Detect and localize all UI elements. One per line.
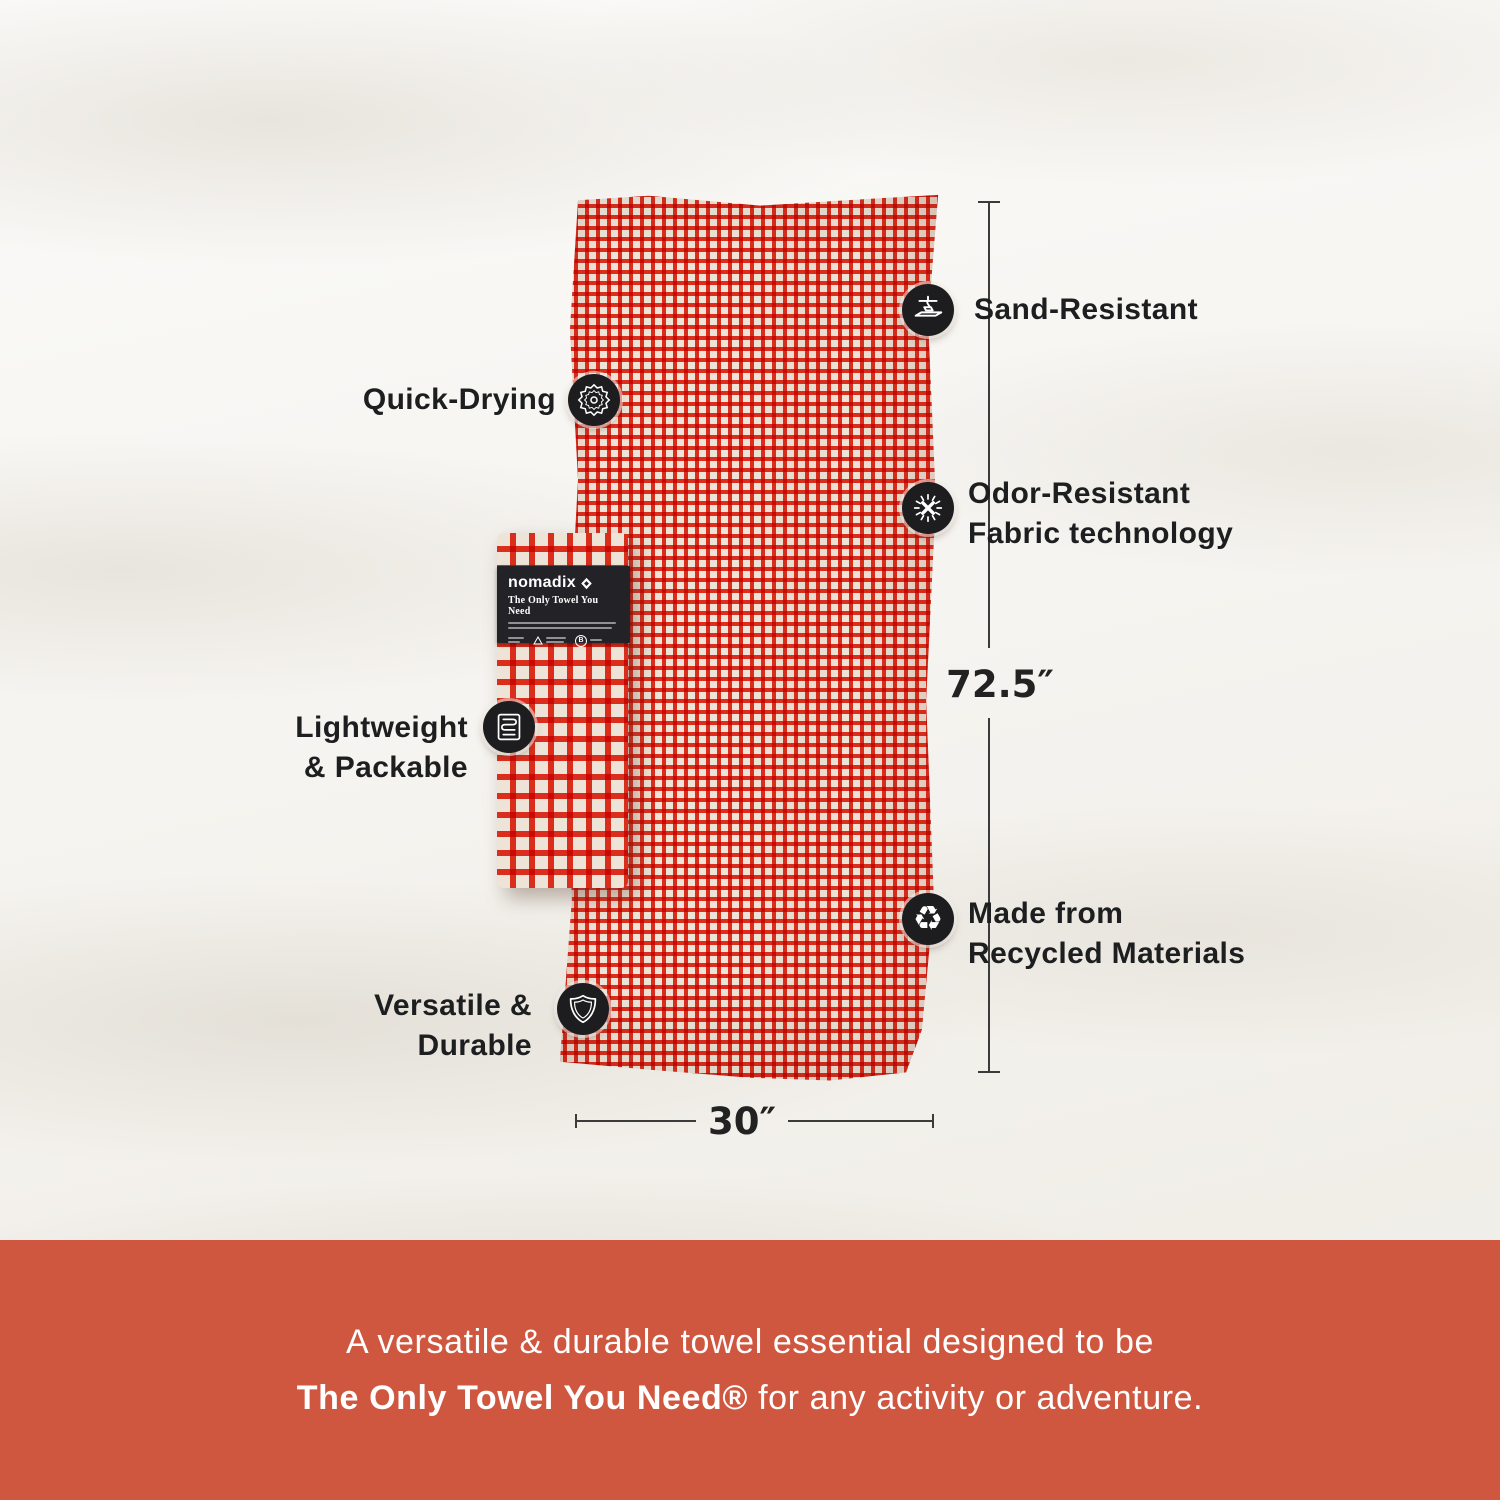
width-dimension-right-tick	[932, 1114, 934, 1128]
width-dimension-label: 30″	[707, 1100, 777, 1143]
width-dimension-line-right	[788, 1120, 933, 1122]
feature-label-sand-resistant: Sand-Resistant	[974, 293, 1198, 326]
bottom-banner: A versatile & durable towel essential de…	[0, 1240, 1500, 1500]
package-size-mark	[508, 637, 524, 645]
feature-label-lightweight-packable: Lightweight & Packable	[248, 708, 468, 788]
feature-label-odor-resistant: Odor-Resistant Fabric technology	[968, 474, 1348, 554]
package-label: nomadix The Only Towel You Need B	[497, 566, 630, 647]
b-corp-mark: B	[575, 635, 602, 647]
recycle-mini-icon	[533, 636, 566, 646]
feature-label-versatile-durable: Versatile & Durable	[300, 986, 532, 1066]
odor-resistant-icon	[902, 482, 954, 534]
feature-line: Durable	[417, 1029, 532, 1062]
banner-line-1: A versatile & durable towel essential de…	[345, 1323, 1155, 1361]
feature-line: & Packable	[303, 751, 468, 784]
banner-line-2: The Only Towel You Need® for any activit…	[297, 1377, 1203, 1419]
durable-shield-icon	[557, 983, 609, 1035]
feature-line: Versatile &	[374, 989, 532, 1022]
recycled-materials-icon: ♻	[902, 893, 954, 945]
sand-resistant-icon	[902, 284, 954, 336]
quick-drying-icon	[568, 374, 620, 426]
package-fine-print	[508, 622, 620, 629]
feature-label-recycled-materials: Made from Recycled Materials	[968, 894, 1348, 974]
feature-line: Fabric technology	[968, 517, 1234, 550]
feature-line: Made from	[968, 897, 1124, 930]
height-dimension-line-lower	[988, 718, 990, 1072]
feature-line: Recycled Materials	[968, 937, 1246, 970]
feature-line: Lightweight	[295, 711, 468, 744]
brand-logo-text: nomadix	[508, 574, 576, 591]
package-certification-row: B	[508, 635, 620, 647]
feature-line: Odor-Resistant	[968, 477, 1191, 510]
banner-line-2-rest: for any activity or adventure.	[748, 1379, 1204, 1417]
feature-label-quick-drying: Quick-Drying	[362, 383, 556, 416]
height-dimension-bottom-tick	[978, 1071, 1000, 1073]
width-dimension-line-left	[576, 1120, 696, 1122]
brand-diamond-icon	[581, 577, 592, 589]
lightweight-packable-icon	[483, 701, 535, 753]
height-dimension-label: 72.5″	[946, 663, 1054, 706]
package-tagline: The Only Towel You Need	[508, 595, 599, 617]
height-dimension-line-upper	[988, 202, 990, 648]
recycle-glyph: ♻	[912, 899, 944, 939]
banner-trademark-phrase: The Only Towel You Need®	[296, 1379, 749, 1417]
